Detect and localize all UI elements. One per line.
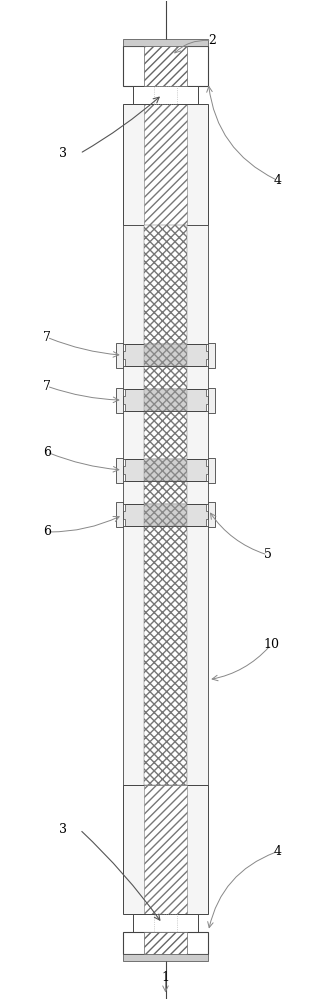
Bar: [123, 359, 125, 366]
Bar: [123, 519, 125, 526]
Text: 3: 3: [59, 823, 67, 836]
Bar: [123, 504, 208, 526]
Bar: [116, 502, 123, 527]
Bar: [123, 459, 208, 481]
Bar: [208, 502, 215, 527]
Bar: [144, 504, 187, 526]
Text: 2: 2: [208, 34, 215, 47]
Bar: [144, 46, 187, 86]
Text: 4: 4: [273, 174, 282, 187]
Bar: [123, 411, 208, 459]
Text: 10: 10: [263, 638, 279, 651]
Bar: [144, 459, 187, 481]
Bar: [208, 458, 215, 483]
Text: 6: 6: [43, 446, 51, 459]
Bar: [144, 389, 187, 411]
Bar: [116, 458, 123, 483]
Bar: [144, 526, 187, 785]
Bar: [123, 526, 208, 785]
Text: 7: 7: [43, 380, 51, 393]
Bar: [123, 474, 125, 481]
Bar: [116, 343, 123, 368]
Bar: [123, 481, 208, 504]
Text: 3: 3: [59, 147, 67, 160]
Bar: [206, 474, 208, 481]
Bar: [123, 46, 208, 86]
Text: 4: 4: [273, 845, 282, 858]
Bar: [144, 411, 187, 459]
Bar: [206, 519, 208, 526]
Bar: [154, 86, 177, 104]
Bar: [208, 343, 215, 368]
Bar: [144, 104, 187, 225]
Bar: [123, 932, 208, 954]
Text: 7: 7: [43, 331, 51, 344]
Bar: [206, 459, 208, 466]
Bar: [154, 914, 177, 932]
Bar: [123, 389, 125, 396]
Bar: [123, 459, 125, 466]
Bar: [123, 366, 208, 389]
Bar: [144, 366, 187, 389]
Bar: [123, 344, 125, 351]
Bar: [206, 404, 208, 411]
Bar: [144, 344, 187, 366]
Text: 1: 1: [162, 971, 169, 984]
Bar: [123, 344, 208, 366]
Bar: [144, 785, 187, 914]
Bar: [116, 388, 123, 413]
Text: 6: 6: [43, 525, 51, 538]
Bar: [123, 504, 125, 511]
Bar: [206, 389, 208, 396]
Bar: [123, 785, 208, 914]
Bar: [123, 104, 208, 225]
Bar: [132, 86, 199, 104]
Bar: [123, 389, 208, 411]
Bar: [123, 225, 208, 344]
Bar: [206, 504, 208, 511]
Bar: [144, 481, 187, 504]
Bar: [206, 359, 208, 366]
Bar: [123, 954, 208, 961]
Bar: [208, 388, 215, 413]
Bar: [123, 404, 125, 411]
Bar: [144, 932, 187, 954]
Bar: [123, 39, 208, 46]
Text: 5: 5: [264, 548, 272, 561]
Bar: [132, 914, 199, 932]
Bar: [206, 344, 208, 351]
Bar: [144, 225, 187, 344]
